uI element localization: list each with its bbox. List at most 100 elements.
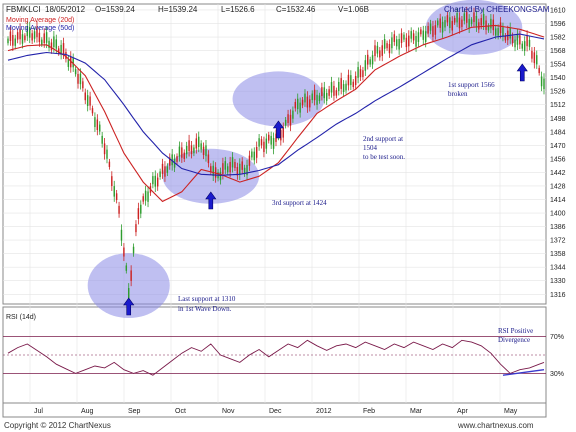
- annotation-1504-line2: 1504: [363, 144, 378, 152]
- candle-body: [473, 12, 475, 23]
- candle-body: [511, 36, 514, 44]
- candle-body: [458, 17, 461, 29]
- candle-body: [374, 45, 376, 57]
- date-tick-label: Oct: [175, 408, 186, 415]
- candle-body: [84, 92, 86, 101]
- legend-ma50: Moving Average (50d): [6, 25, 74, 32]
- price-tick-label: 1442: [550, 170, 566, 177]
- date-tick-label: Aug: [81, 408, 94, 415]
- candle-body: [263, 141, 265, 153]
- low-label: L=1526.6: [221, 5, 255, 14]
- candle-body: [57, 48, 60, 54]
- annotation-1504-line1: 2nd support at: [363, 135, 403, 143]
- candle-body: [289, 114, 292, 126]
- candle-body: [45, 32, 48, 43]
- candle-body: [280, 130, 282, 141]
- candle-body: [362, 70, 364, 77]
- candle-body: [137, 208, 140, 219]
- open-label: O=1539.24: [95, 5, 135, 14]
- date-tick-label: Mar: [410, 408, 423, 415]
- candle-body: [210, 166, 212, 173]
- price-tick-label: 1596: [550, 21, 566, 28]
- copyright-label: Copyright © 2012 ChartNexus: [4, 421, 111, 430]
- candle-body: [132, 246, 135, 254]
- candle-body: [19, 28, 21, 40]
- candle-body: [494, 28, 497, 36]
- candle-body: [338, 81, 340, 91]
- candle-body: [185, 145, 188, 155]
- candle-body: [352, 81, 354, 88]
- candle-body: [219, 171, 222, 181]
- candle-body: [275, 133, 277, 142]
- candle-body: [502, 27, 504, 37]
- date-tick-label: Apr: [457, 408, 469, 415]
- candle-body: [99, 124, 101, 132]
- candle-body: [383, 39, 386, 49]
- candle-body: [123, 247, 125, 257]
- credit-label: Charted By CHEEKONGSAM: [444, 5, 550, 14]
- candle-body: [439, 18, 441, 28]
- candle-body: [188, 140, 190, 152]
- candle-body: [487, 25, 490, 31]
- candle-body: [482, 13, 485, 25]
- candle-body: [178, 146, 181, 157]
- candle-body: [294, 101, 297, 109]
- price-tick-label: 1386: [550, 224, 566, 231]
- annotation-1504-line3: to be test soon.: [363, 153, 405, 161]
- candle-body: [115, 193, 118, 201]
- candle-body: [514, 39, 516, 48]
- candle-body: [357, 67, 359, 78]
- candle-body: [251, 151, 253, 158]
- price-tick-label: 1428: [550, 183, 566, 190]
- annotation-rsi-line1: RSI Positive: [498, 327, 533, 335]
- candle-body: [272, 137, 275, 149]
- candle-body: [405, 37, 408, 48]
- price-tick-label: 1498: [550, 116, 566, 123]
- candle-body: [207, 154, 210, 164]
- candle-body: [492, 19, 495, 31]
- candle-body: [120, 229, 123, 241]
- candle-body: [265, 138, 268, 149]
- price-tick-label: 1568: [550, 48, 566, 55]
- candle-body: [147, 191, 149, 202]
- candle-body: [198, 136, 200, 148]
- candle-body: [86, 95, 89, 106]
- candle-body: [328, 89, 330, 96]
- date-tick-label: 2012: [316, 408, 332, 415]
- candle-body: [38, 32, 41, 43]
- rsi-tick-label: 30%: [550, 371, 564, 378]
- candle-body: [106, 149, 108, 159]
- price-tick-label: 1330: [550, 278, 566, 285]
- candle-body: [74, 69, 77, 75]
- candle-body: [446, 15, 449, 23]
- candle-body: [301, 99, 304, 106]
- date-axis-band: [2, 402, 547, 418]
- price-tick-label: 1316: [550, 292, 566, 299]
- candle-body: [200, 143, 202, 150]
- candle-body: [490, 18, 492, 29]
- candle-body: [475, 15, 478, 27]
- date-tick-label: Jul: [34, 408, 43, 415]
- annotation-rsi-line2: Divergence: [498, 336, 530, 344]
- candle-body: [140, 204, 142, 214]
- date-label: 18/05/2012: [45, 5, 86, 14]
- candle-body: [451, 20, 453, 31]
- candle-body: [313, 89, 316, 101]
- candle-body: [260, 139, 263, 146]
- candle-body: [130, 270, 132, 281]
- candle-body: [540, 76, 543, 87]
- candle-body: [284, 119, 287, 126]
- price-tick-label: 1344: [550, 265, 566, 272]
- candle-body: [509, 27, 511, 39]
- candle-body: [395, 39, 398, 47]
- candle-body: [142, 196, 144, 202]
- candle-body: [21, 34, 24, 44]
- candle-body: [412, 33, 415, 41]
- candle-body: [270, 135, 272, 145]
- candle-body: [480, 18, 482, 26]
- price-tick-label: 1400: [550, 211, 566, 218]
- candle-body: [96, 119, 99, 131]
- candle-body: [333, 85, 335, 96]
- ma-line: [7, 24, 545, 203]
- candle-body: [388, 44, 391, 54]
